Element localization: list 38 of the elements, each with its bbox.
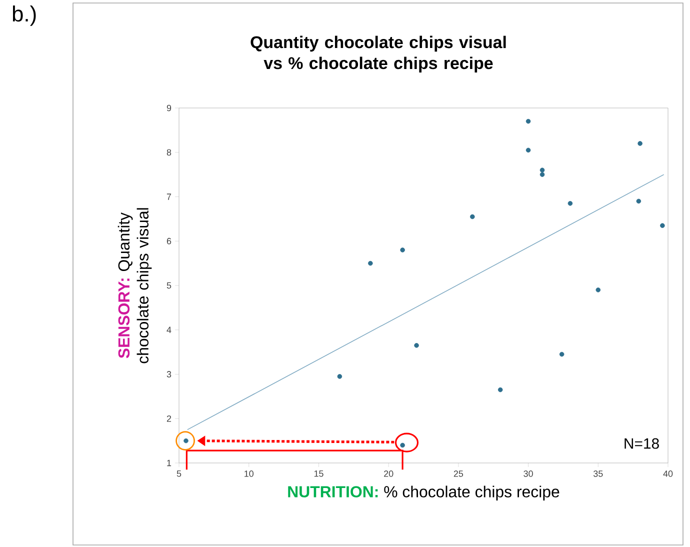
point bbox=[568, 201, 573, 206]
chart-title: Quantity chocolate chips visual vs % chocolate chips recipe bbox=[250, 36, 506, 72]
x-tick-label: 40 bbox=[663, 470, 673, 477]
x-tick-label: 35 bbox=[594, 470, 603, 477]
y-tick-label: 7 bbox=[166, 194, 172, 200]
y-tick-label: 4 bbox=[166, 326, 172, 333]
x-tick-label: 15 bbox=[314, 470, 324, 477]
point bbox=[368, 260, 373, 266]
y-tick-label: 9 bbox=[166, 104, 172, 112]
point bbox=[470, 214, 475, 220]
point bbox=[596, 288, 601, 292]
point bbox=[540, 168, 545, 173]
y-tick-label: 3 bbox=[166, 371, 172, 378]
x-tick-label: 25 bbox=[454, 470, 464, 477]
y-tick-label: 6 bbox=[166, 238, 172, 244]
point bbox=[540, 172, 545, 177]
point bbox=[638, 141, 642, 146]
y-tick-label: 5 bbox=[166, 282, 172, 289]
text: b.) bbox=[12, 6, 36, 26]
y-tick-label: 1 bbox=[167, 460, 172, 466]
point bbox=[526, 118, 531, 124]
point bbox=[337, 374, 342, 379]
x-axis-title: NUTRITION: % chocolate chips recipe bbox=[288, 486, 560, 501]
x-tick-label: 5 bbox=[176, 470, 182, 477]
x-tick-label: 10 bbox=[244, 470, 254, 477]
point bbox=[498, 387, 503, 392]
point bbox=[559, 352, 564, 357]
point bbox=[400, 442, 405, 448]
point bbox=[414, 343, 419, 348]
point bbox=[636, 198, 642, 204]
point bbox=[660, 223, 665, 228]
point bbox=[526, 148, 531, 153]
y-tick-label: 8 bbox=[166, 149, 172, 156]
point bbox=[400, 248, 405, 252]
x-tick-label: 20 bbox=[384, 470, 394, 477]
x-tick-label: 30 bbox=[524, 470, 533, 477]
y-tick-label: 2 bbox=[166, 415, 172, 422]
annotation: N=18 bbox=[624, 438, 659, 449]
